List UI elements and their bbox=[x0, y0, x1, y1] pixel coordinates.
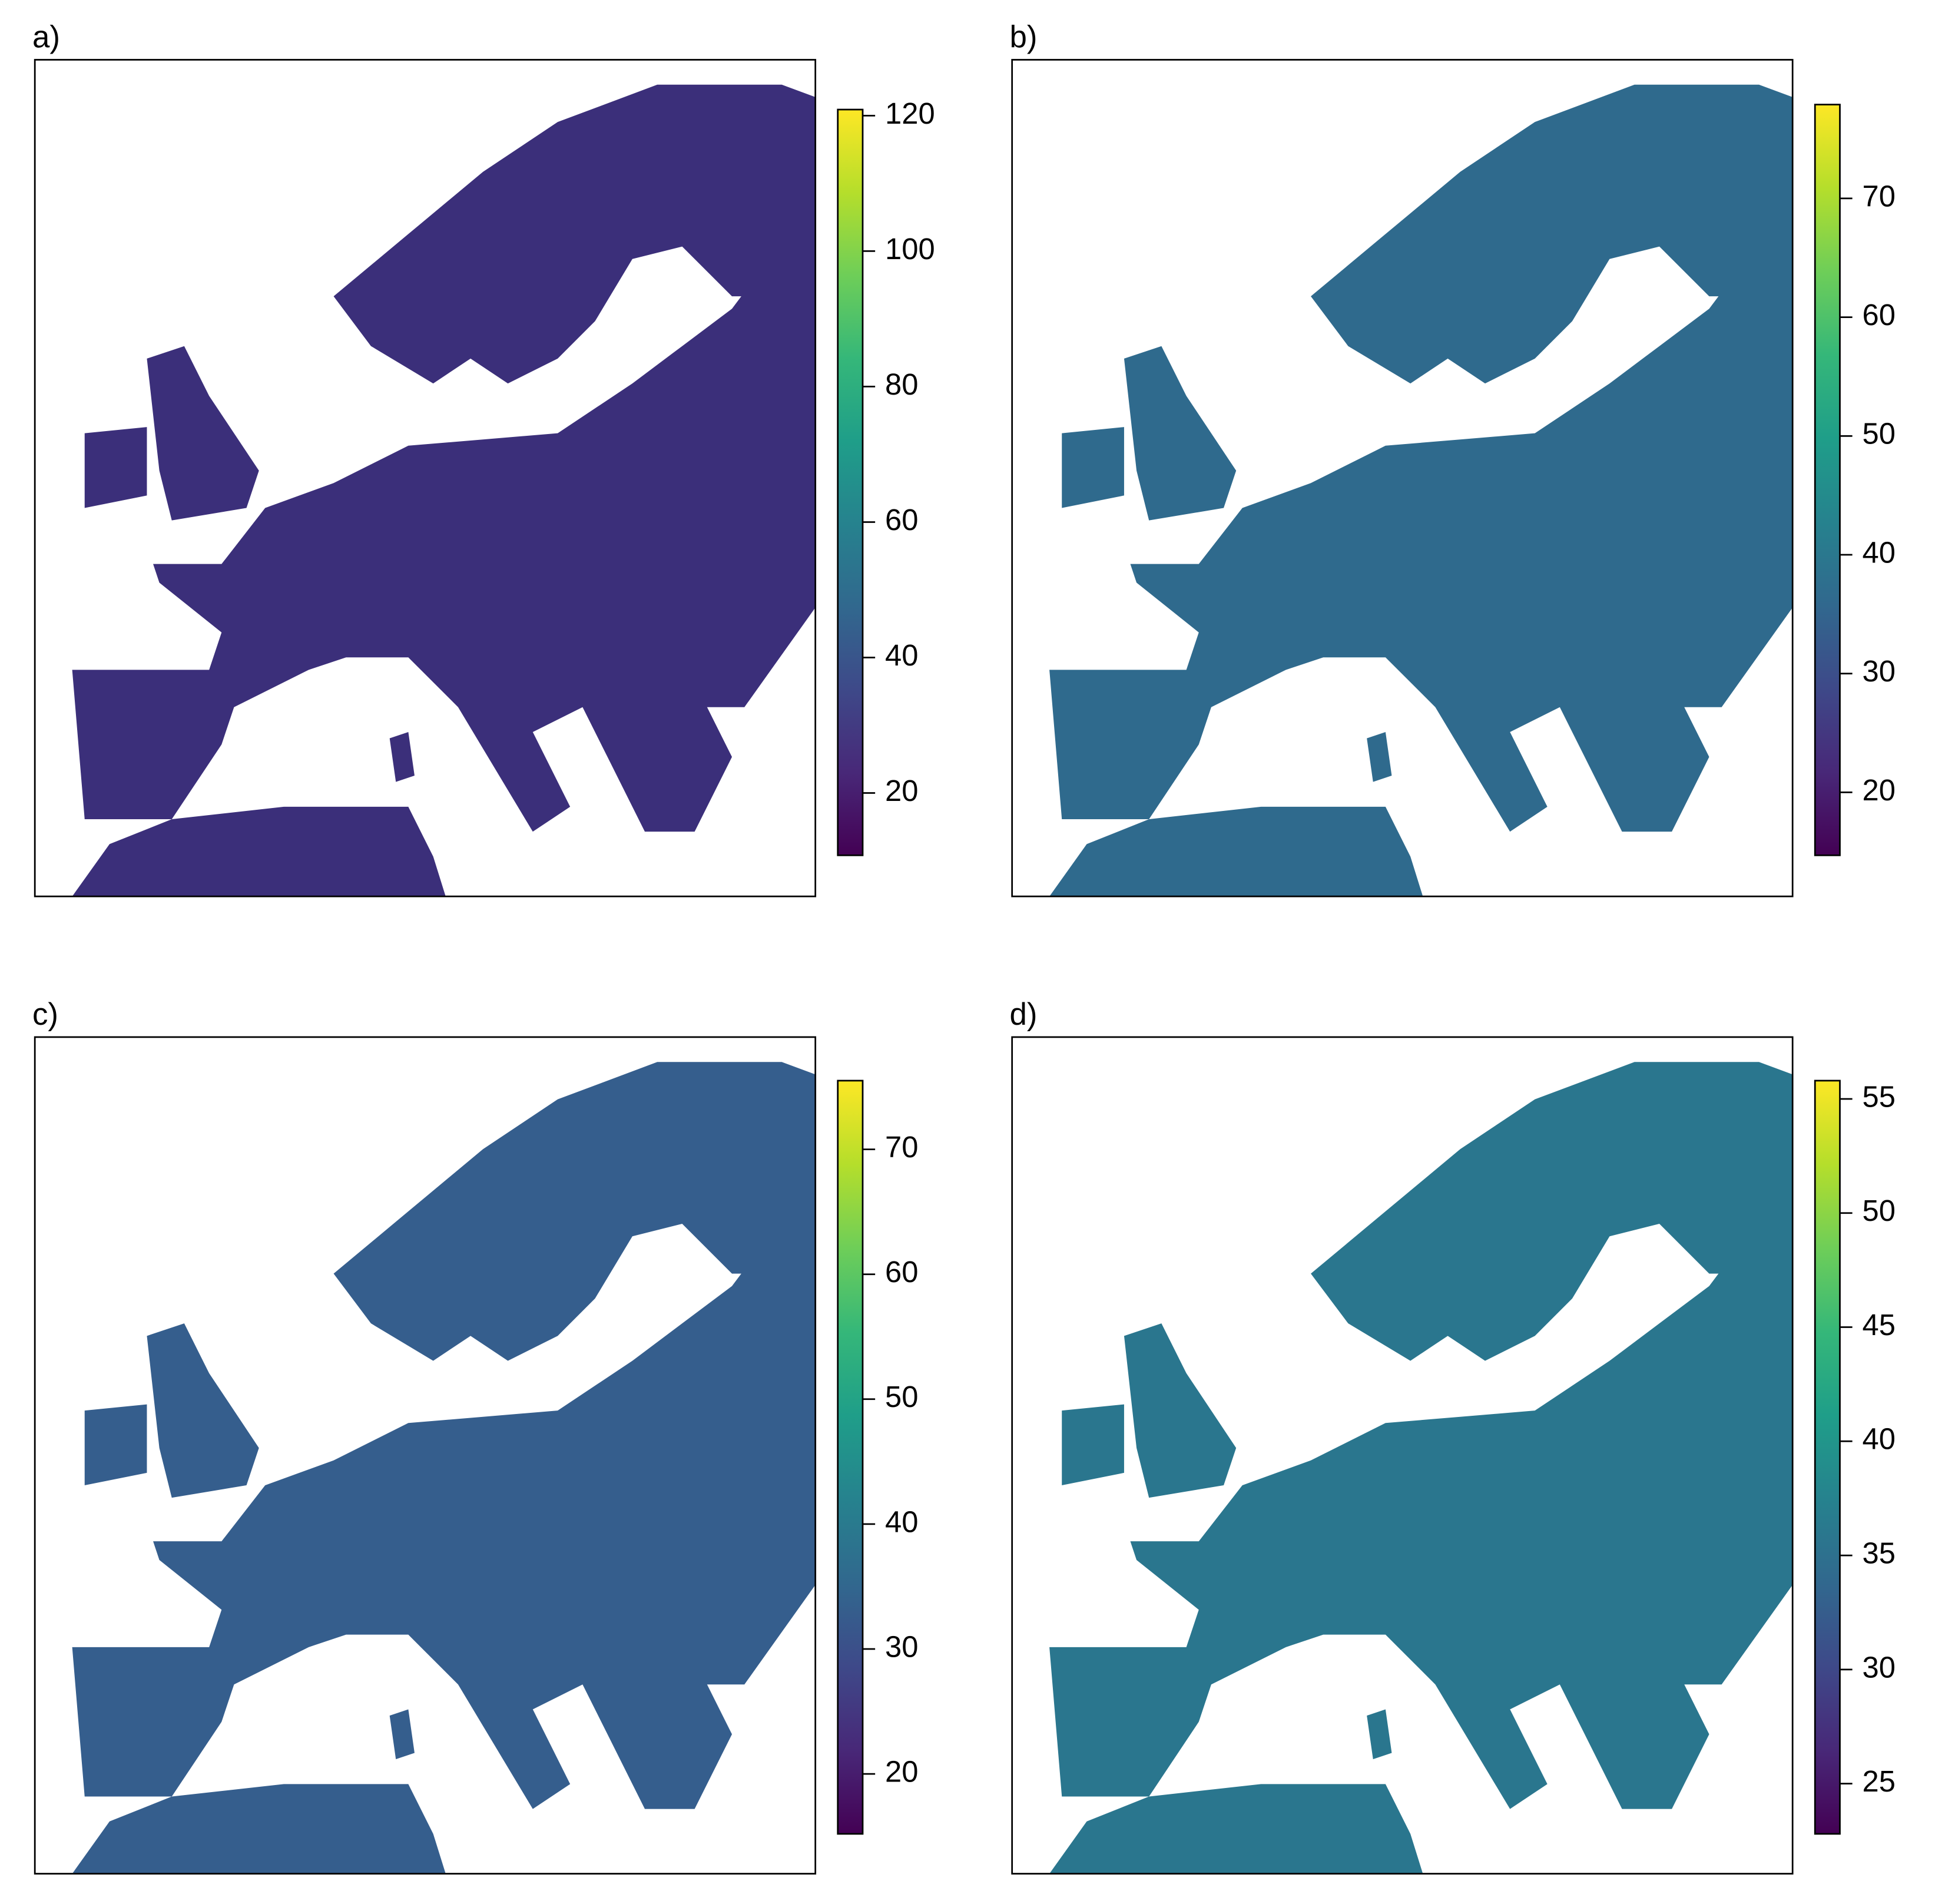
panel-title: b) bbox=[1009, 19, 1037, 54]
panel: c) 20 30 40 50 60 70 bbox=[32, 997, 918, 1875]
map-frame bbox=[1011, 1036, 1794, 1875]
colorbar-tick-label: 35 bbox=[1863, 1536, 1896, 1569]
panel: d) 25 30 35 40 45 50 55 bbox=[1009, 997, 1896, 1875]
panel: a) 20 40 60 80 100 120 bbox=[32, 19, 935, 898]
colorbar-tick-label: 60 bbox=[885, 1255, 918, 1289]
colorbar-tick-label: 40 bbox=[885, 638, 918, 672]
colorbar-tick-label: 120 bbox=[885, 97, 935, 130]
colorbar-tick-label: 20 bbox=[885, 1755, 918, 1789]
colorbar-tick-label: 40 bbox=[1863, 1422, 1896, 1456]
colorbar-tick-label: 30 bbox=[1863, 654, 1896, 688]
land bbox=[72, 1062, 816, 1874]
colorbar-tick-label: 60 bbox=[1863, 298, 1896, 332]
colorbar-tick-label: 30 bbox=[885, 1630, 918, 1663]
map bbox=[1011, 1036, 1794, 1875]
colorbar-tick-label: 100 bbox=[885, 232, 935, 266]
map bbox=[34, 1036, 817, 1875]
colorbar bbox=[1814, 1080, 1841, 1835]
land bbox=[1049, 1062, 1793, 1874]
map bbox=[1011, 59, 1794, 898]
land bbox=[1049, 84, 1793, 897]
panel-title: c) bbox=[32, 997, 58, 1032]
colorbar-tick-label: 25 bbox=[1863, 1764, 1896, 1798]
colorbar-tick-label: 40 bbox=[885, 1505, 918, 1538]
map-frame bbox=[34, 59, 817, 898]
colorbar bbox=[837, 108, 864, 856]
colorbar-tick-label: 55 bbox=[1863, 1080, 1896, 1113]
colorbar-tick-label: 30 bbox=[1863, 1650, 1896, 1684]
colorbar-tick-label: 40 bbox=[1863, 535, 1896, 569]
map bbox=[34, 59, 817, 898]
colorbar bbox=[837, 1080, 864, 1835]
colorbar-tick-label: 70 bbox=[885, 1130, 918, 1164]
map-frame bbox=[1011, 59, 1794, 898]
plot-area: a) 20 40 60 80 100 120 b) 20 30 40 50 60 70 c) 20 30 40 50… bbox=[32, 19, 1896, 1875]
colorbar-tick-label: 80 bbox=[885, 367, 918, 401]
panel-title: d) bbox=[1009, 997, 1037, 1032]
panel: b) 20 30 40 50 60 70 bbox=[1009, 19, 1896, 898]
colorbar-tick-label: 60 bbox=[885, 503, 918, 537]
land bbox=[72, 84, 816, 897]
colorbar-tick-label: 50 bbox=[885, 1380, 918, 1413]
colorbar-tick-label: 50 bbox=[1863, 417, 1896, 451]
colorbar-tick-label: 50 bbox=[1863, 1194, 1896, 1227]
map-frame bbox=[34, 1036, 817, 1875]
colorbar-tick-label: 20 bbox=[1863, 773, 1896, 807]
panel-title: a) bbox=[32, 19, 60, 54]
colorbar-tick-label: 45 bbox=[1863, 1308, 1896, 1342]
colorbar-tick-label: 70 bbox=[1863, 179, 1896, 213]
colorbar bbox=[1814, 104, 1841, 856]
colorbar-tick-label: 20 bbox=[885, 774, 918, 807]
